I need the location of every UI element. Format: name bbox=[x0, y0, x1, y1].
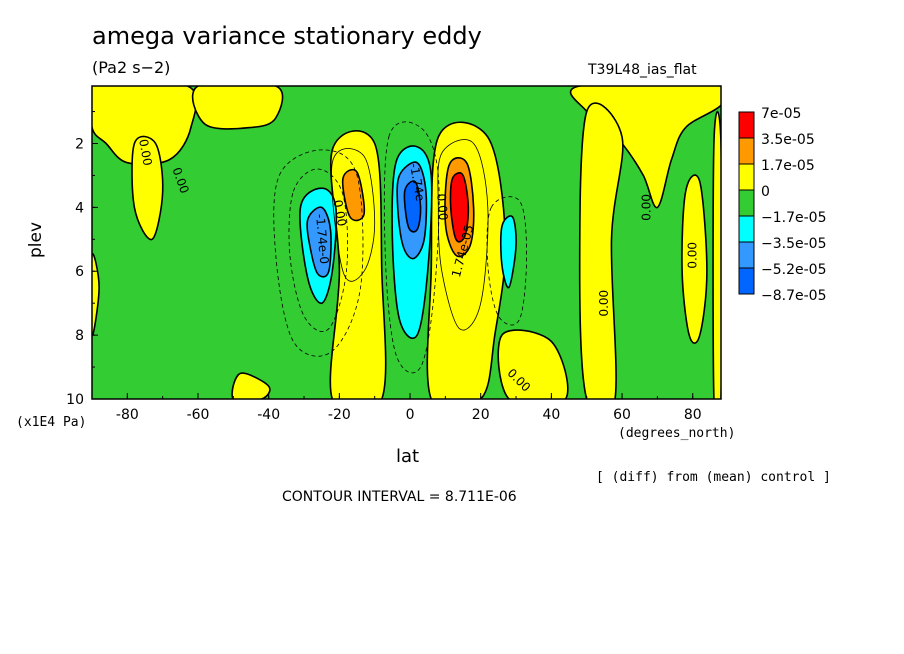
chart-title: amega variance stationary eddy bbox=[92, 22, 482, 50]
x-tick-label: -80 bbox=[116, 407, 139, 423]
legend-label: −8.7e-05 bbox=[761, 288, 826, 304]
legend-swatch bbox=[738, 215, 755, 243]
legend-swatch bbox=[738, 111, 755, 139]
dashed-contour-3 bbox=[273, 149, 364, 357]
region-yellow-right-column bbox=[578, 102, 624, 399]
diff-note: [ (diff) from (mean) control ] bbox=[596, 470, 831, 485]
x-tick-label: 80 bbox=[684, 407, 702, 423]
y-tick-label: 2 bbox=[75, 136, 84, 152]
legend-label: −5.2e-05 bbox=[761, 262, 826, 278]
thin-contour-0 bbox=[437, 139, 489, 331]
legend-swatch bbox=[738, 241, 755, 269]
contour-label-2: 0.00 bbox=[331, 199, 349, 228]
x-axis-label: lat bbox=[396, 446, 420, 467]
contour-label-5: 0.00 bbox=[434, 193, 450, 221]
region-darkblue-0 bbox=[403, 180, 422, 233]
region-yellow-bottom-left bbox=[231, 372, 271, 399]
plot-frame bbox=[91, 85, 722, 400]
dashed-contour-2 bbox=[486, 196, 528, 326]
region-cyan-plus28 bbox=[499, 215, 517, 289]
contour-label-10: 0.00 bbox=[685, 242, 699, 269]
region-yellow-left-edge bbox=[92, 253, 100, 336]
run-label: T39L48_ias_flat bbox=[588, 62, 697, 78]
thin-contour-1 bbox=[331, 148, 376, 282]
x-tick-label: 40 bbox=[542, 407, 560, 423]
region-yellow-right-strip bbox=[681, 174, 708, 344]
x-tick-label: -20 bbox=[328, 407, 351, 423]
contour-label-0: 0.00 bbox=[136, 138, 154, 167]
legend-swatch bbox=[738, 163, 755, 191]
dashed-contour-0 bbox=[288, 168, 349, 332]
chart-units: (Pa2 s−2) bbox=[92, 58, 171, 77]
legend-label: 0 bbox=[761, 184, 770, 200]
y-tick-label: 6 bbox=[75, 264, 84, 280]
x-tick-label: -60 bbox=[187, 407, 210, 423]
legend-label: 7e-05 bbox=[761, 106, 801, 122]
y-tick-label: 8 bbox=[75, 328, 84, 344]
contour-interval: CONTOUR INTERVAL = 8.711E-06 bbox=[282, 489, 517, 505]
region-red-plus14 bbox=[449, 172, 470, 243]
x-tick-label: 60 bbox=[613, 407, 631, 423]
x-tick-label: -40 bbox=[257, 407, 280, 423]
legend-label: 3.5e-05 bbox=[761, 132, 815, 148]
contour-label-9: 0.00 bbox=[639, 194, 653, 221]
x-tick-label: 0 bbox=[406, 407, 415, 423]
y-axis-units: (x1E4 Pa) bbox=[16, 415, 87, 430]
region-yellow-top-center bbox=[191, 86, 284, 130]
contour-label-8: 0.00 bbox=[597, 290, 611, 317]
legend-swatch bbox=[738, 137, 755, 165]
region-yellow-bottom-30 bbox=[497, 329, 569, 399]
legend-label: 1.7e-05 bbox=[761, 158, 815, 174]
dashed-contour-1 bbox=[383, 121, 440, 374]
region-yellow-band-left bbox=[131, 135, 164, 241]
x-tick-label: 20 bbox=[472, 407, 490, 423]
contour-label-3: -1.74e-0 bbox=[313, 213, 331, 264]
y-tick-label: 10 bbox=[66, 392, 84, 408]
legend-label: −3.5e-05 bbox=[761, 236, 826, 252]
region-blue-minus25 bbox=[306, 206, 332, 278]
legend-label: −1.7e-05 bbox=[761, 210, 826, 226]
legend-swatch bbox=[738, 267, 755, 295]
y-tick-label: 4 bbox=[75, 200, 84, 216]
x-axis-units: (degrees_north) bbox=[618, 426, 736, 441]
legend-swatch bbox=[738, 189, 755, 217]
